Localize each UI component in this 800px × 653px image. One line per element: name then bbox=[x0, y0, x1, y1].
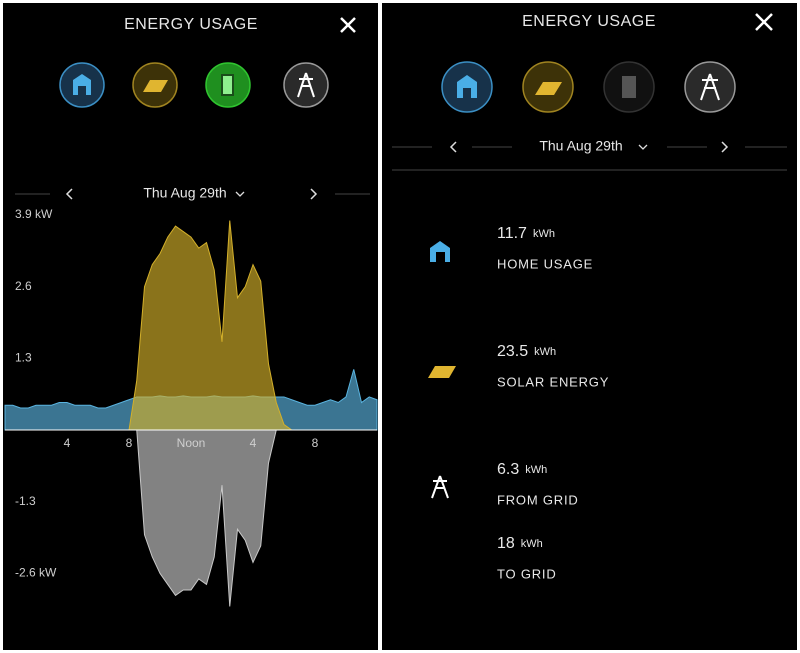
y-tick-label: 2.6 bbox=[15, 279, 32, 293]
stat-number: 18 bbox=[497, 535, 515, 552]
battery-icon[interactable] bbox=[205, 62, 251, 108]
y-tick-label: 3.9 kW bbox=[15, 207, 53, 221]
stat-label: HOME USAGE bbox=[497, 256, 593, 271]
solar-icon[interactable] bbox=[132, 62, 178, 108]
x-tick-label: Noon bbox=[177, 436, 206, 450]
battery-icon[interactable] bbox=[603, 61, 655, 113]
prev-day[interactable] bbox=[65, 188, 73, 200]
home-icon[interactable] bbox=[59, 62, 105, 108]
stat-unit: kWh bbox=[533, 228, 555, 240]
stat-label: TO GRID bbox=[497, 566, 557, 581]
stat-label: SOLAR ENERGY bbox=[497, 374, 609, 389]
grid-icon bbox=[431, 475, 449, 499]
chevron bbox=[638, 144, 648, 150]
chart: 3.9 kW 2.6 1.3 -1.3 -2.6 kW 4 8 Noon 4 8 bbox=[4, 207, 378, 607]
chevron bbox=[235, 191, 245, 197]
solar-icon[interactable] bbox=[522, 61, 574, 113]
date-selector[interactable]: Thu Aug 29th bbox=[539, 138, 622, 154]
stat-label: FROM GRID bbox=[497, 492, 579, 507]
next-day[interactable] bbox=[310, 188, 318, 200]
stats: 11.7 kWh HOME USAGE 23.5 kWh SOLAR ENERGY 6.3 k… bbox=[497, 225, 609, 581]
close-button[interactable] bbox=[755, 13, 773, 31]
date-selector[interactable]: Thu Aug 29th bbox=[143, 185, 226, 201]
stat-number: 23.5 bbox=[497, 343, 528, 360]
grid-icon[interactable] bbox=[283, 62, 329, 108]
prev-day[interactable] bbox=[449, 141, 457, 153]
stat-number: 6.3 bbox=[497, 461, 519, 478]
solar-icon bbox=[428, 366, 456, 378]
next-day[interactable] bbox=[721, 141, 729, 153]
stat-value: 6.3 kWh bbox=[497, 461, 547, 478]
right-screen bbox=[382, 3, 797, 650]
y-tick-label: -1.3 bbox=[15, 494, 36, 508]
stat-value: 11.7 kWh bbox=[497, 225, 555, 242]
stat-unit: kWh bbox=[525, 464, 547, 476]
x-tick-label: 8 bbox=[312, 436, 319, 450]
x-tick-label: 4 bbox=[250, 436, 257, 450]
x-tick-label: 4 bbox=[64, 436, 71, 450]
stat-unit: kWh bbox=[534, 346, 556, 358]
home-icon bbox=[430, 241, 450, 262]
stat-number: 11.7 bbox=[497, 225, 527, 242]
stat-value: 18 kWh bbox=[497, 535, 543, 552]
close-button[interactable] bbox=[340, 17, 356, 33]
stat-unit: kWh bbox=[521, 538, 543, 550]
grid-icon[interactable] bbox=[684, 61, 736, 113]
x-tick-label: 8 bbox=[126, 436, 133, 450]
title: ENERGY USAGE bbox=[522, 13, 656, 30]
home-icon[interactable] bbox=[441, 61, 493, 113]
title: ENERGY USAGE bbox=[124, 16, 258, 33]
stat-value: 23.5 kWh bbox=[497, 343, 556, 360]
y-tick-label: -2.6 kW bbox=[15, 566, 57, 580]
y-tick-label: 1.3 bbox=[15, 351, 32, 365]
